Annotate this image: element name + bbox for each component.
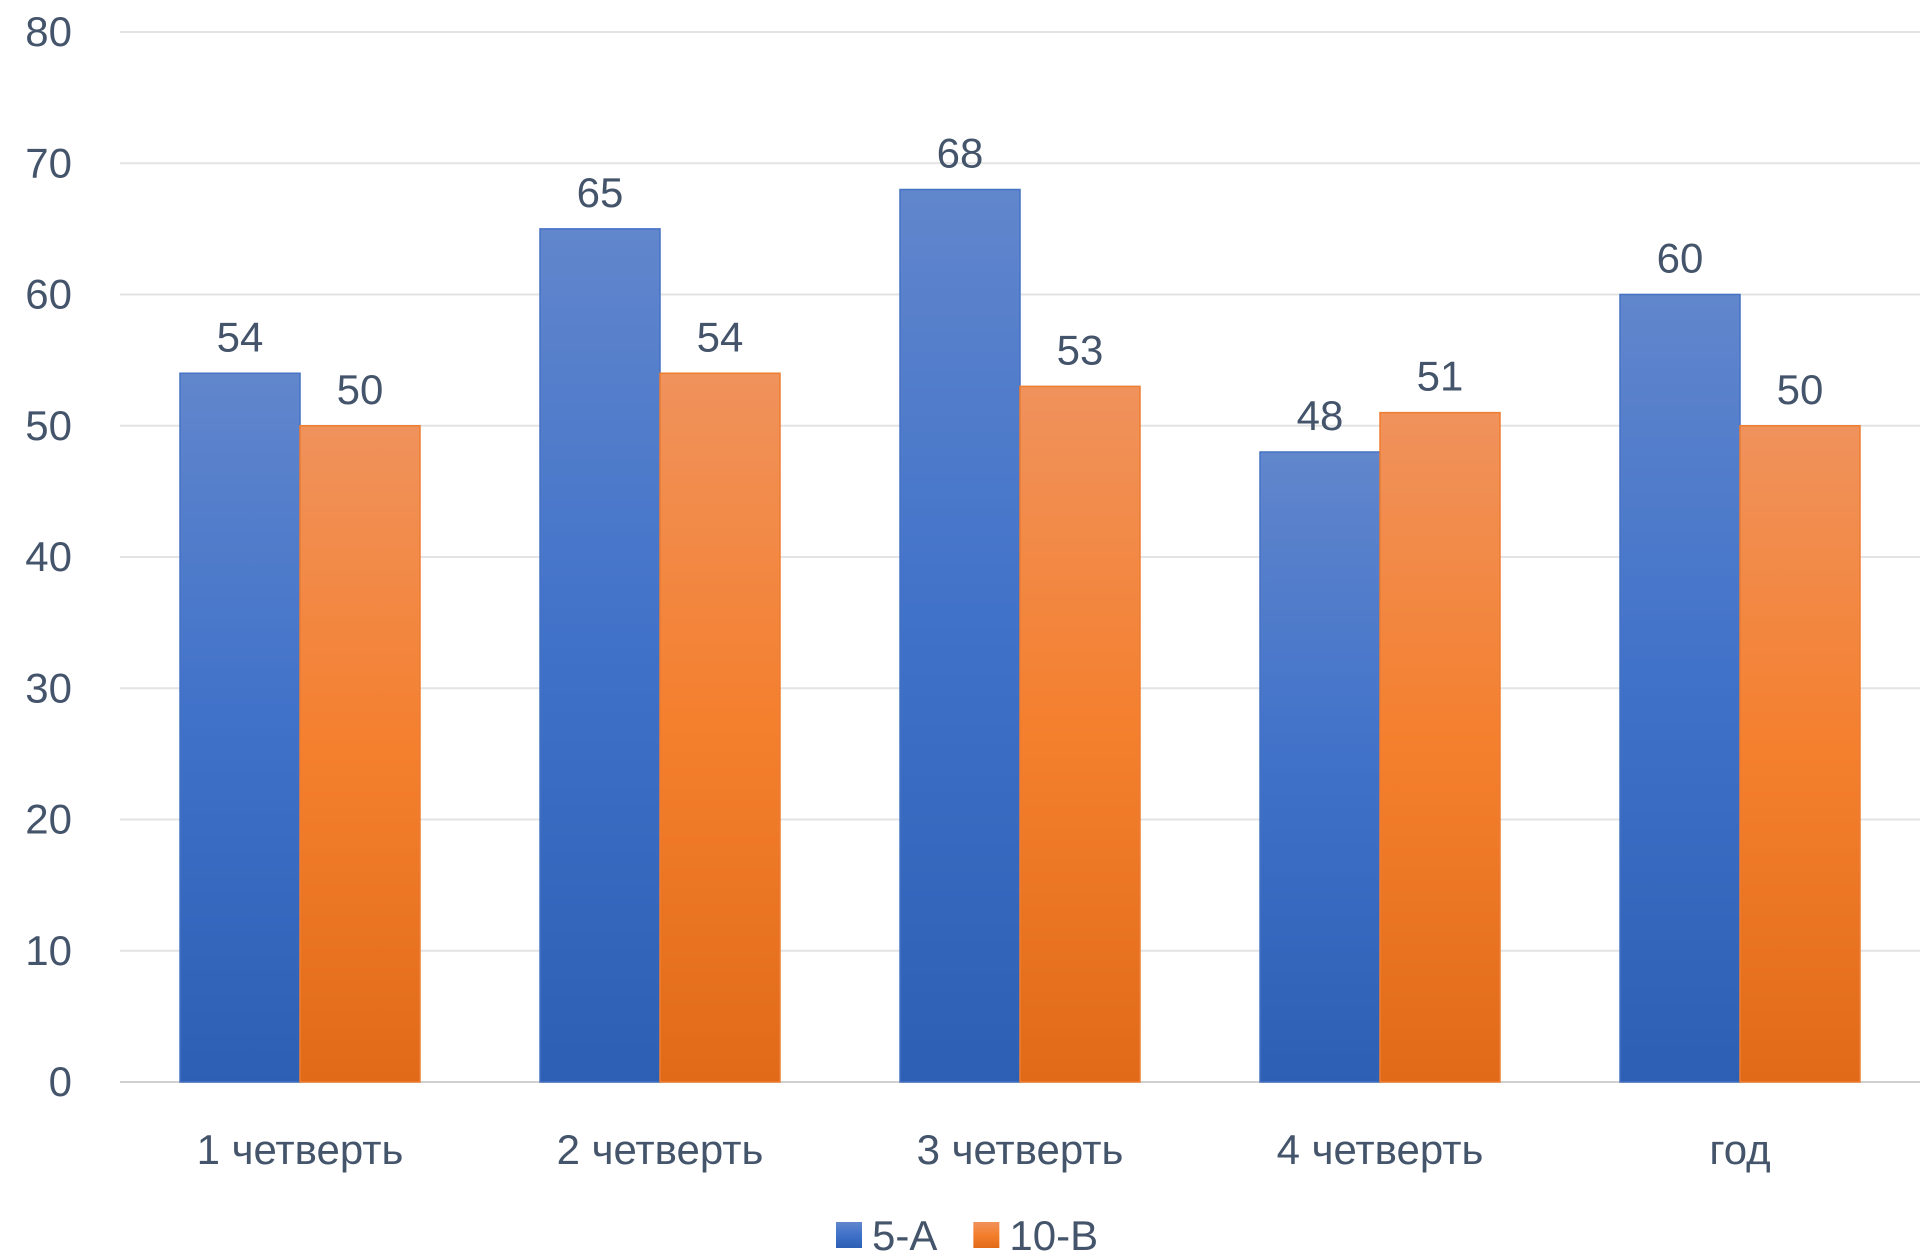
x-category-label: 3 четверть: [917, 1126, 1124, 1173]
x-axis-category-labels: 1 четверть 2 четверть 3 четверть 4 четверть…: [197, 1126, 1771, 1173]
y-tick-label: 40: [25, 533, 72, 580]
data-label: 51: [1417, 353, 1464, 400]
y-tick-label: 80: [25, 8, 72, 55]
bar-series-1[interactable]: [179, 372, 301, 1083]
y-tick-label: 0: [49, 1058, 72, 1105]
data-label: 65: [577, 169, 624, 216]
legend-swatch: [973, 1222, 1000, 1248]
y-tick-label: 60: [25, 271, 72, 318]
x-category-label: 4 четверть: [1277, 1126, 1484, 1173]
y-tick-label: 50: [25, 402, 72, 449]
legend-swatch: [836, 1222, 862, 1248]
legend[interactable]: 5-А 10-В: [836, 1212, 1098, 1259]
bar-series-2[interactable]: [659, 372, 781, 1083]
data-label: 50: [337, 366, 384, 413]
bar-series-1[interactable]: [1619, 293, 1741, 1083]
bars: [179, 188, 1861, 1083]
legend-label: 10-В: [1009, 1212, 1098, 1254]
bar-series-2[interactable]: [1379, 411, 1501, 1083]
y-tick-label: 30: [25, 664, 72, 711]
y-axis-tick-labels: 0 10 20 30 40 50 60 70 80: [25, 8, 72, 1105]
bar-series-2[interactable]: [299, 425, 421, 1083]
data-label: 48: [1297, 392, 1344, 439]
y-tick-label: 70: [25, 139, 72, 186]
bar-series-2[interactable]: [1739, 425, 1861, 1083]
x-category-label: год: [1709, 1126, 1770, 1173]
data-label: 50: [1777, 366, 1824, 413]
y-tick-label: 20: [25, 796, 72, 843]
data-label: 60: [1657, 235, 1704, 282]
data-label: 54: [217, 313, 264, 360]
data-labels: 54 50 65 54 68 53 48 51 60 50: [217, 130, 1824, 440]
legend-label: 5-А: [872, 1212, 937, 1254]
data-label: 68: [937, 130, 984, 177]
x-category-label: 1 четверть: [197, 1126, 404, 1173]
y-tick-label: 10: [25, 927, 72, 974]
bar-series-1[interactable]: [539, 228, 661, 1083]
x-category-label: 2 четверть: [557, 1126, 764, 1173]
bar-series-2[interactable]: [1019, 385, 1141, 1083]
data-label: 53: [1057, 326, 1104, 373]
bar-series-1[interactable]: [899, 188, 1021, 1083]
data-label: 54: [697, 313, 744, 360]
bar-series-1[interactable]: [1259, 451, 1381, 1083]
